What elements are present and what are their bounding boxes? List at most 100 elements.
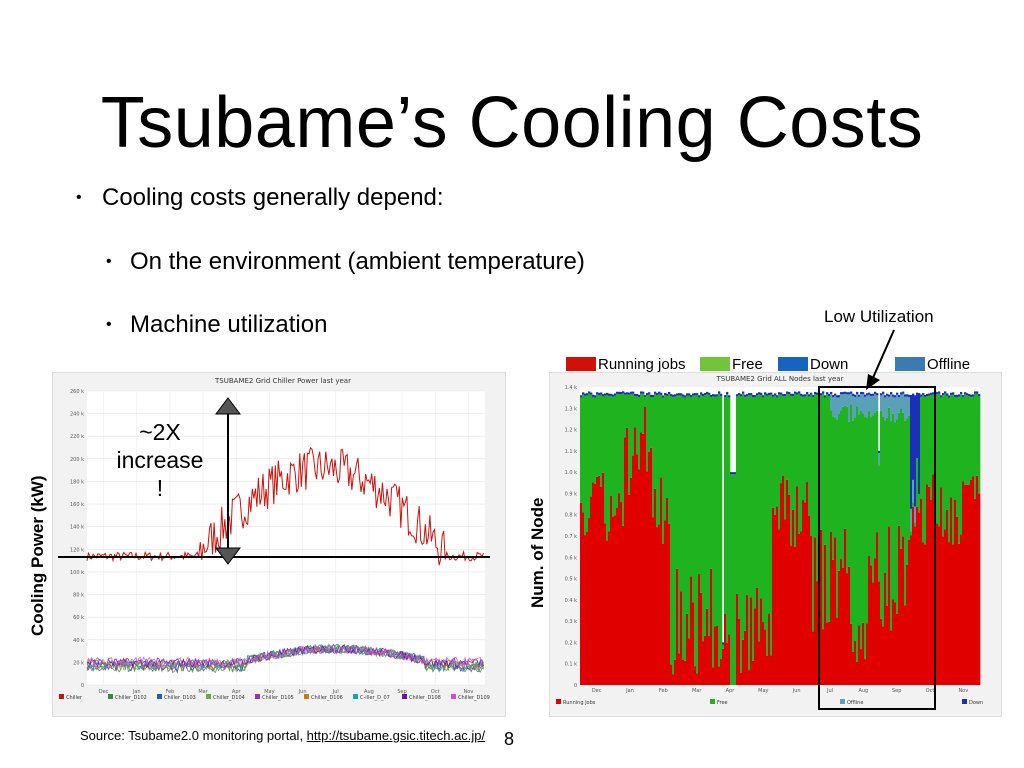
bar-free — [966, 395, 969, 485]
node-status-chart: TSUBAME2 Grid ALL Nodes last year 1.4 k 1.… — [556, 375, 983, 706]
bar-down — [932, 392, 935, 395]
bar-running — [686, 613, 689, 685]
bar-offline — [864, 396, 867, 417]
bar-running — [656, 527, 659, 685]
right-x-tick: Aug — [858, 688, 868, 694]
left-y-tick: 260 k — [70, 389, 84, 395]
bar-free — [844, 405, 847, 529]
bar-down — [632, 391, 635, 394]
bar-running — [636, 454, 639, 685]
bar-running — [582, 512, 585, 685]
bar-down — [838, 395, 841, 398]
bar-offline — [862, 394, 865, 414]
bar-offline — [902, 393, 905, 413]
bar-running — [646, 471, 649, 685]
bar-down — [670, 394, 673, 397]
bar-down — [968, 394, 971, 397]
bar-running — [978, 493, 981, 685]
bar-down — [762, 395, 765, 398]
bar-down — [876, 393, 879, 396]
left-y-tick: 200 k — [70, 457, 84, 463]
left-y-tick: 40 k — [73, 638, 84, 644]
bar-free — [602, 396, 605, 473]
bar-down — [722, 642, 725, 645]
bar-running — [758, 641, 761, 685]
page-number: 8 — [504, 729, 515, 749]
left-legend-label: Chiller_D102 — [115, 695, 147, 701]
bar-free — [786, 393, 789, 480]
bar-down — [908, 394, 911, 397]
bar-free — [784, 396, 787, 520]
bar-down — [924, 394, 927, 398]
bar-down — [624, 392, 627, 395]
bar-down — [604, 393, 607, 396]
bar-running — [888, 526, 891, 685]
left-legend-swatch — [304, 694, 309, 699]
bar-down — [674, 394, 677, 397]
bar-running — [634, 427, 637, 685]
bar-free — [838, 413, 841, 571]
bar-down — [770, 392, 773, 395]
bar-down — [894, 395, 897, 398]
bar-free — [646, 395, 649, 472]
source-link[interactable]: http://tsubame.gsic.titech.ac.jp/ — [306, 728, 486, 743]
right-y-tick: 1.2 k — [565, 428, 578, 434]
right-x-tick: Mar — [692, 688, 702, 694]
bar-down — [958, 394, 961, 397]
bar-running — [764, 629, 767, 685]
bar-running — [770, 655, 773, 685]
bar-running — [602, 472, 605, 685]
bar-running — [738, 618, 741, 685]
bar-free — [898, 412, 901, 526]
left-x-tick: May — [264, 689, 274, 695]
bar-down — [944, 391, 947, 394]
bar-running — [762, 622, 765, 685]
bar-running — [832, 559, 835, 685]
bar-running — [618, 493, 621, 685]
bar-down — [898, 395, 901, 398]
bar-running — [968, 485, 971, 685]
bar-down — [738, 392, 741, 396]
bar-running — [592, 482, 595, 685]
bar-free — [852, 420, 855, 652]
bar-free — [896, 419, 899, 614]
bar-running — [754, 608, 757, 685]
bar-running — [792, 509, 795, 685]
bar-free — [890, 421, 893, 631]
left-y-tick: 80 k — [73, 593, 84, 599]
bar-free — [770, 394, 773, 656]
bar-down — [666, 393, 669, 396]
bar-free — [782, 396, 785, 476]
bar-down — [856, 391, 859, 395]
bar-down — [784, 394, 787, 397]
bar-free — [738, 395, 741, 619]
bar-down — [658, 391, 661, 394]
bar-running — [716, 625, 719, 685]
bar-free — [788, 394, 791, 495]
bar-running — [970, 479, 973, 685]
bar-running — [954, 499, 957, 685]
left-legend-label: C-iller_D_07 — [360, 695, 390, 701]
bar-running — [932, 474, 935, 685]
bar-running — [966, 484, 969, 685]
bar-down — [906, 394, 909, 397]
bar-free — [836, 419, 839, 619]
bar-free — [642, 393, 645, 434]
series-line-chiller-7 — [86, 643, 484, 670]
bar-free — [686, 395, 689, 614]
bar-free — [876, 410, 879, 533]
bar-down — [580, 395, 583, 398]
bar-free — [916, 458, 919, 507]
bar-offline — [874, 393, 877, 413]
bar-running — [786, 479, 789, 685]
bar-down — [788, 391, 791, 395]
left-y-tick: 140 k — [70, 525, 84, 531]
bar-down — [622, 391, 625, 394]
bar-down — [716, 394, 719, 397]
bar-down — [640, 391, 643, 394]
bar-down — [884, 395, 887, 398]
bar-running — [652, 517, 655, 685]
bar-free — [884, 420, 887, 573]
bar-running — [886, 605, 889, 685]
bar-running — [588, 518, 591, 685]
